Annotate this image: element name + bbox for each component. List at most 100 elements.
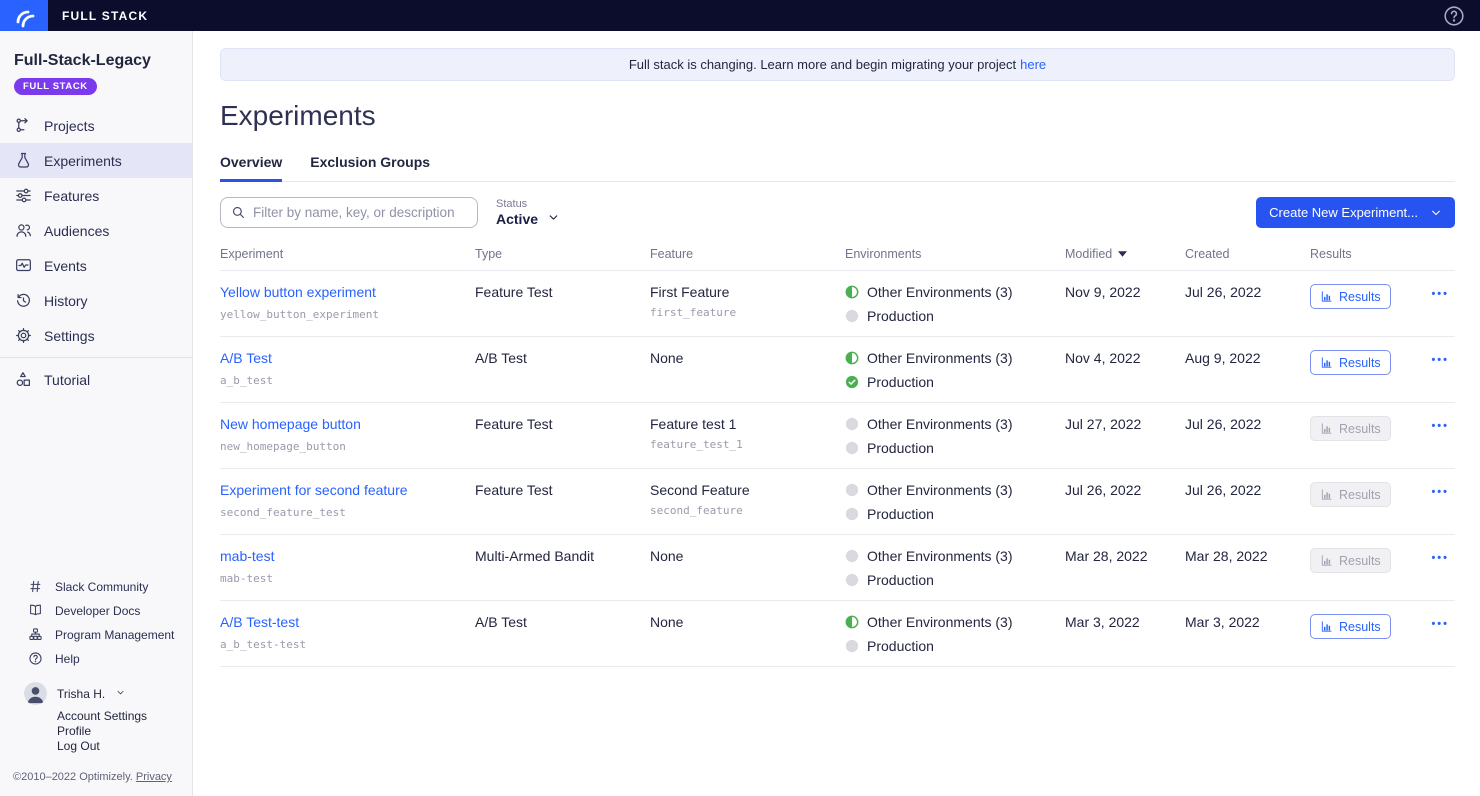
feature-name: None [650, 614, 684, 630]
sidebar-item-features[interactable]: Features [0, 178, 192, 213]
results-button: Results [1310, 482, 1391, 507]
footer-link-help[interactable]: Help [28, 651, 192, 666]
environment-label: Production [867, 440, 934, 456]
experiment-key: new_homepage_button [220, 440, 346, 453]
created-date: Mar 3, 2022 [1185, 614, 1260, 630]
experiment-name-link[interactable]: mab-test [220, 548, 275, 564]
bar-chart-icon [1320, 554, 1333, 567]
feature-name: None [650, 548, 684, 564]
banner-link[interactable]: here [1020, 57, 1047, 72]
row-actions-menu[interactable]: ••• [1431, 618, 1449, 630]
row-actions-menu[interactable]: ••• [1431, 288, 1449, 300]
privacy-link[interactable]: Privacy [135, 771, 172, 783]
experiment-type: A/B Test [475, 614, 527, 630]
sidebar-item-events[interactable]: Events [0, 248, 192, 283]
sidebar-item-label: Projects [44, 117, 95, 134]
sidebar-item-tutorial[interactable]: Tutorial [0, 362, 192, 397]
results-button: Results [1310, 548, 1391, 573]
user-link-profile[interactable]: Profile [57, 724, 92, 738]
sidebar-item-settings[interactable]: Settings [0, 318, 192, 353]
audiences-icon [14, 221, 33, 240]
status-value: Active [496, 211, 539, 227]
environment-status: Production [845, 506, 1065, 522]
modified-date: Mar 28, 2022 [1065, 548, 1148, 564]
column-header-environments[interactable]: Environments [845, 247, 1065, 261]
results-button[interactable]: Results [1310, 284, 1391, 309]
sidebar-item-audiences[interactable]: Audiences [0, 213, 192, 248]
experiment-name-link[interactable]: Experiment for second feature [220, 482, 408, 498]
experiment-name-link[interactable]: A/B Test-test [220, 614, 300, 630]
results-button-label: Results [1339, 619, 1381, 634]
column-header-experiment[interactable]: Experiment [220, 247, 475, 261]
sidebar-item-label: History [44, 292, 88, 309]
sidebar-item-projects[interactable]: Projects [0, 108, 192, 143]
experiment-row: Yellow button experiment yellow_button_ex… [220, 271, 1455, 337]
experiment-type: Feature Test [475, 416, 553, 432]
environment-status: Production [845, 638, 1065, 654]
experiments-table: Yellow button experiment yellow_button_ex… [220, 271, 1455, 667]
created-date: Aug 9, 2022 [1185, 350, 1261, 366]
env-off-icon [845, 441, 859, 455]
chevron-down-icon [549, 215, 558, 220]
experiment-type: Multi-Armed Bandit [475, 548, 595, 564]
footer-link-slack-community[interactable]: Slack Community [28, 579, 192, 594]
environment-label: Other Environments (3) [867, 482, 1013, 498]
optimizely-logo[interactable] [0, 0, 48, 31]
create-new-experiment-button[interactable]: Create New Experiment... [1256, 197, 1455, 228]
env-partial-icon [845, 351, 859, 365]
avatar [24, 682, 47, 705]
help-icon[interactable] [1443, 5, 1465, 27]
user-menu[interactable]: Trisha H. [24, 682, 192, 705]
footer-link-developer-docs[interactable]: Developer Docs [28, 603, 192, 618]
optimizely-logo-icon [16, 10, 35, 27]
search-input[interactable] [253, 205, 467, 220]
features-icon [14, 186, 33, 205]
tutorial-icon [14, 370, 33, 389]
experiment-key: a_b_test [220, 374, 273, 387]
user-name: Trisha H. [57, 686, 106, 701]
tab-overview[interactable]: Overview [220, 154, 283, 182]
user-link-account-settings[interactable]: Account Settings [57, 709, 148, 723]
experiment-name-link[interactable]: A/B Test [220, 350, 272, 366]
environment-status: Other Environments (3) [845, 482, 1065, 498]
experiment-name-link[interactable]: Yellow button experiment [220, 284, 376, 300]
created-date: Mar 28, 2022 [1185, 548, 1268, 564]
sidebar-item-history[interactable]: History [0, 283, 192, 318]
sidebar-bottom: Slack Community Developer Docs Program Man… [0, 579, 192, 796]
tab-exclusion-groups[interactable]: Exclusion Groups [310, 154, 431, 170]
experiment-key: mab-test [220, 572, 273, 585]
experiment-name-link[interactable]: New homepage button [220, 416, 361, 432]
results-button[interactable]: Results [1310, 614, 1391, 639]
main-content: Full stack is changing. Learn more and b… [193, 31, 1480, 796]
env-running-icon [845, 375, 859, 389]
environment-status: Production [845, 374, 1065, 390]
column-header-type[interactable]: Type [475, 247, 650, 261]
page-title: Experiments [220, 100, 376, 131]
row-actions-menu[interactable]: ••• [1431, 420, 1449, 432]
column-header-results[interactable]: Results [1310, 247, 1430, 261]
experiment-key: yellow_button_experiment [220, 308, 379, 321]
environment-label: Other Environments (3) [867, 350, 1013, 366]
env-partial-icon [845, 615, 859, 629]
bar-chart-icon [1320, 356, 1333, 369]
projects-icon [14, 116, 33, 135]
row-actions-menu[interactable]: ••• [1431, 486, 1449, 498]
migration-banner: Full stack is changing. Learn more and b… [220, 48, 1455, 81]
environment-label: Other Environments (3) [867, 614, 1013, 630]
status-filter[interactable]: Status Active [496, 198, 560, 227]
column-header-created[interactable]: Created [1185, 247, 1310, 261]
row-actions-menu[interactable]: ••• [1431, 552, 1449, 564]
env-off-icon [845, 639, 859, 653]
environment-status: Other Environments (3) [845, 284, 1065, 300]
row-actions-menu[interactable]: ••• [1431, 354, 1449, 366]
experiment-row: A/B Test a_b_test A/B Test None Other Enviro… [220, 337, 1455, 403]
sidebar-item-label: Features [44, 187, 100, 204]
footer-link-program-management[interactable]: Program Management [28, 627, 192, 642]
user-link-log-out[interactable]: Log Out [57, 739, 100, 753]
column-header-modified[interactable]: Modified [1065, 247, 1185, 261]
results-button[interactable]: Results [1310, 350, 1391, 375]
environment-status: Production [845, 308, 1065, 324]
sidebar-item-experiments[interactable]: Experiments [0, 143, 192, 178]
column-header-feature[interactable]: Feature [650, 247, 845, 261]
env-partial-icon [845, 285, 859, 299]
